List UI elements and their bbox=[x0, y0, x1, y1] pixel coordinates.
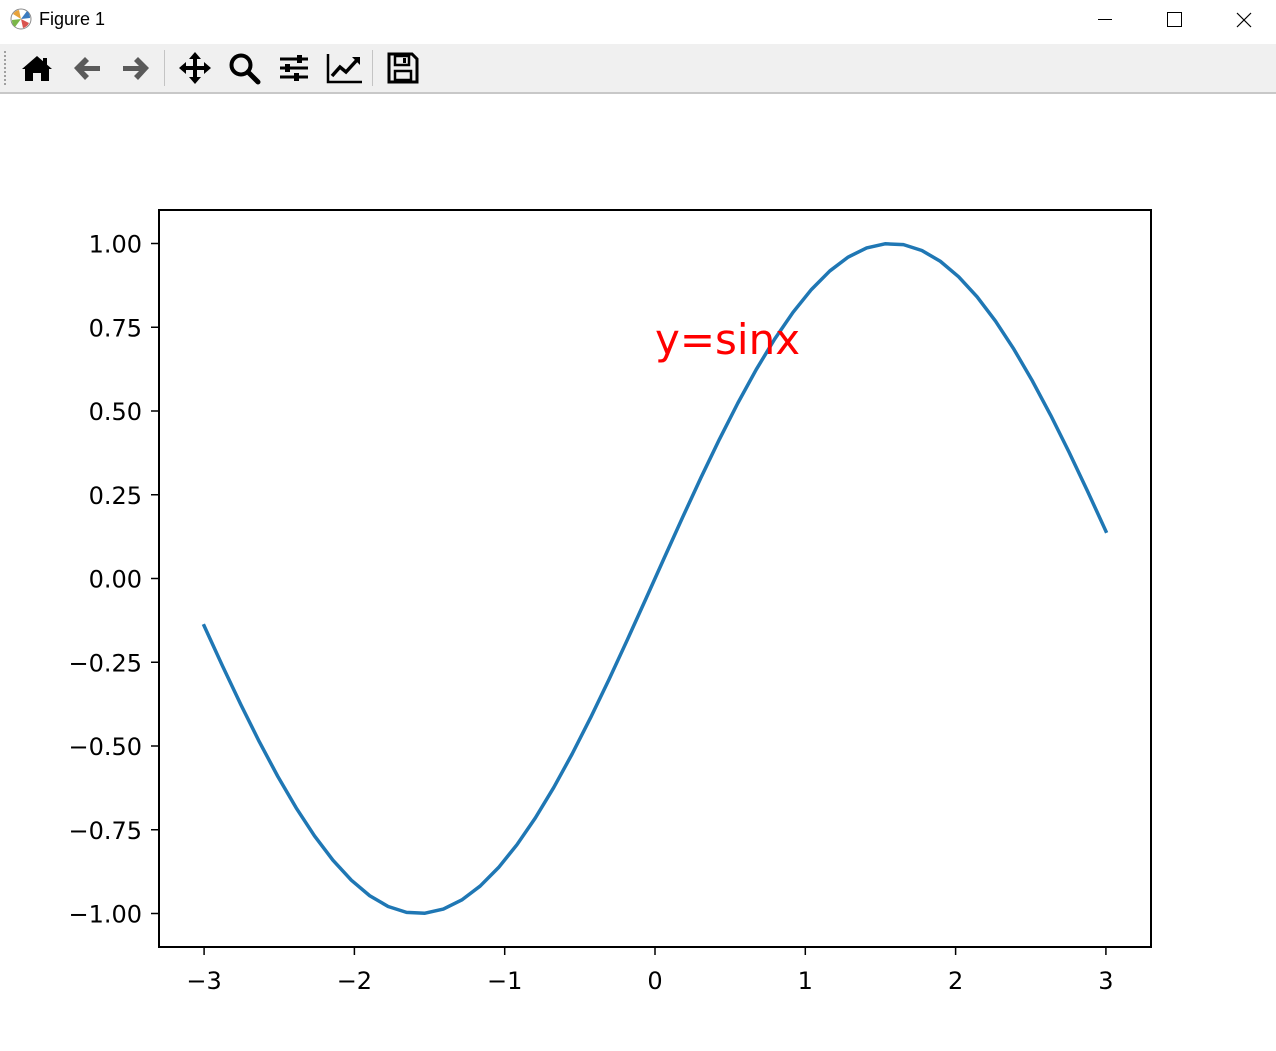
forward-button[interactable] bbox=[116, 48, 156, 88]
zoom-icon bbox=[229, 53, 261, 85]
toolbar-separator bbox=[372, 50, 373, 86]
forward-arrow-icon bbox=[123, 57, 149, 80]
minimize-icon bbox=[1098, 19, 1112, 20]
close-button[interactable] bbox=[1209, 0, 1276, 40]
y-tick-label: −0.25 bbox=[68, 649, 142, 677]
x-tick-label: 0 bbox=[647, 967, 662, 995]
annotation-text: y=sinx bbox=[655, 315, 800, 364]
back-arrow-icon bbox=[74, 57, 100, 80]
sine-line bbox=[201, 242, 1109, 915]
window-title: Figure 1 bbox=[39, 9, 106, 29]
x-tick-label: 2 bbox=[948, 967, 963, 995]
configure-subplots-button[interactable] bbox=[274, 48, 314, 88]
y-tick-label: −0.75 bbox=[68, 817, 142, 845]
matplotlib-logo-icon bbox=[10, 8, 32, 30]
y-tick-label: 0.75 bbox=[89, 314, 142, 342]
line-chart-icon bbox=[326, 54, 362, 84]
minimize-button[interactable] bbox=[1070, 0, 1140, 40]
save-button[interactable] bbox=[383, 48, 423, 88]
pan-button[interactable] bbox=[175, 48, 215, 88]
sliders-icon bbox=[280, 55, 308, 81]
title-bar: Figure 1 bbox=[0, 0, 1276, 40]
home-icon bbox=[22, 56, 52, 81]
x-tick-label: −3 bbox=[186, 967, 221, 995]
save-icon bbox=[387, 52, 419, 84]
maximize-button[interactable] bbox=[1139, 0, 1209, 40]
y-tick-label: −0.50 bbox=[68, 733, 142, 761]
close-icon bbox=[1236, 12, 1252, 28]
y-tick-label: 0.25 bbox=[89, 482, 142, 510]
y-tick-label: 1.00 bbox=[89, 231, 142, 259]
y-tick-label: −1.00 bbox=[68, 901, 142, 929]
x-tick-label: 1 bbox=[798, 967, 813, 995]
home-button[interactable] bbox=[17, 48, 57, 88]
x-tick-label: −2 bbox=[337, 967, 372, 995]
navigation-toolbar bbox=[0, 44, 1276, 94]
move-icon bbox=[179, 52, 211, 84]
x-tick-label: −1 bbox=[487, 967, 522, 995]
zoom-button[interactable] bbox=[224, 48, 264, 88]
x-tick-label: 3 bbox=[1098, 967, 1113, 995]
back-button[interactable] bbox=[67, 48, 107, 88]
y-tick-label: 0.50 bbox=[89, 398, 142, 426]
y-tick-label: 0.00 bbox=[89, 566, 142, 594]
toolbar-grip[interactable] bbox=[3, 50, 7, 86]
toolbar-separator bbox=[164, 50, 165, 86]
maximize-icon bbox=[1167, 12, 1182, 27]
edit-axis-button[interactable] bbox=[324, 48, 364, 88]
